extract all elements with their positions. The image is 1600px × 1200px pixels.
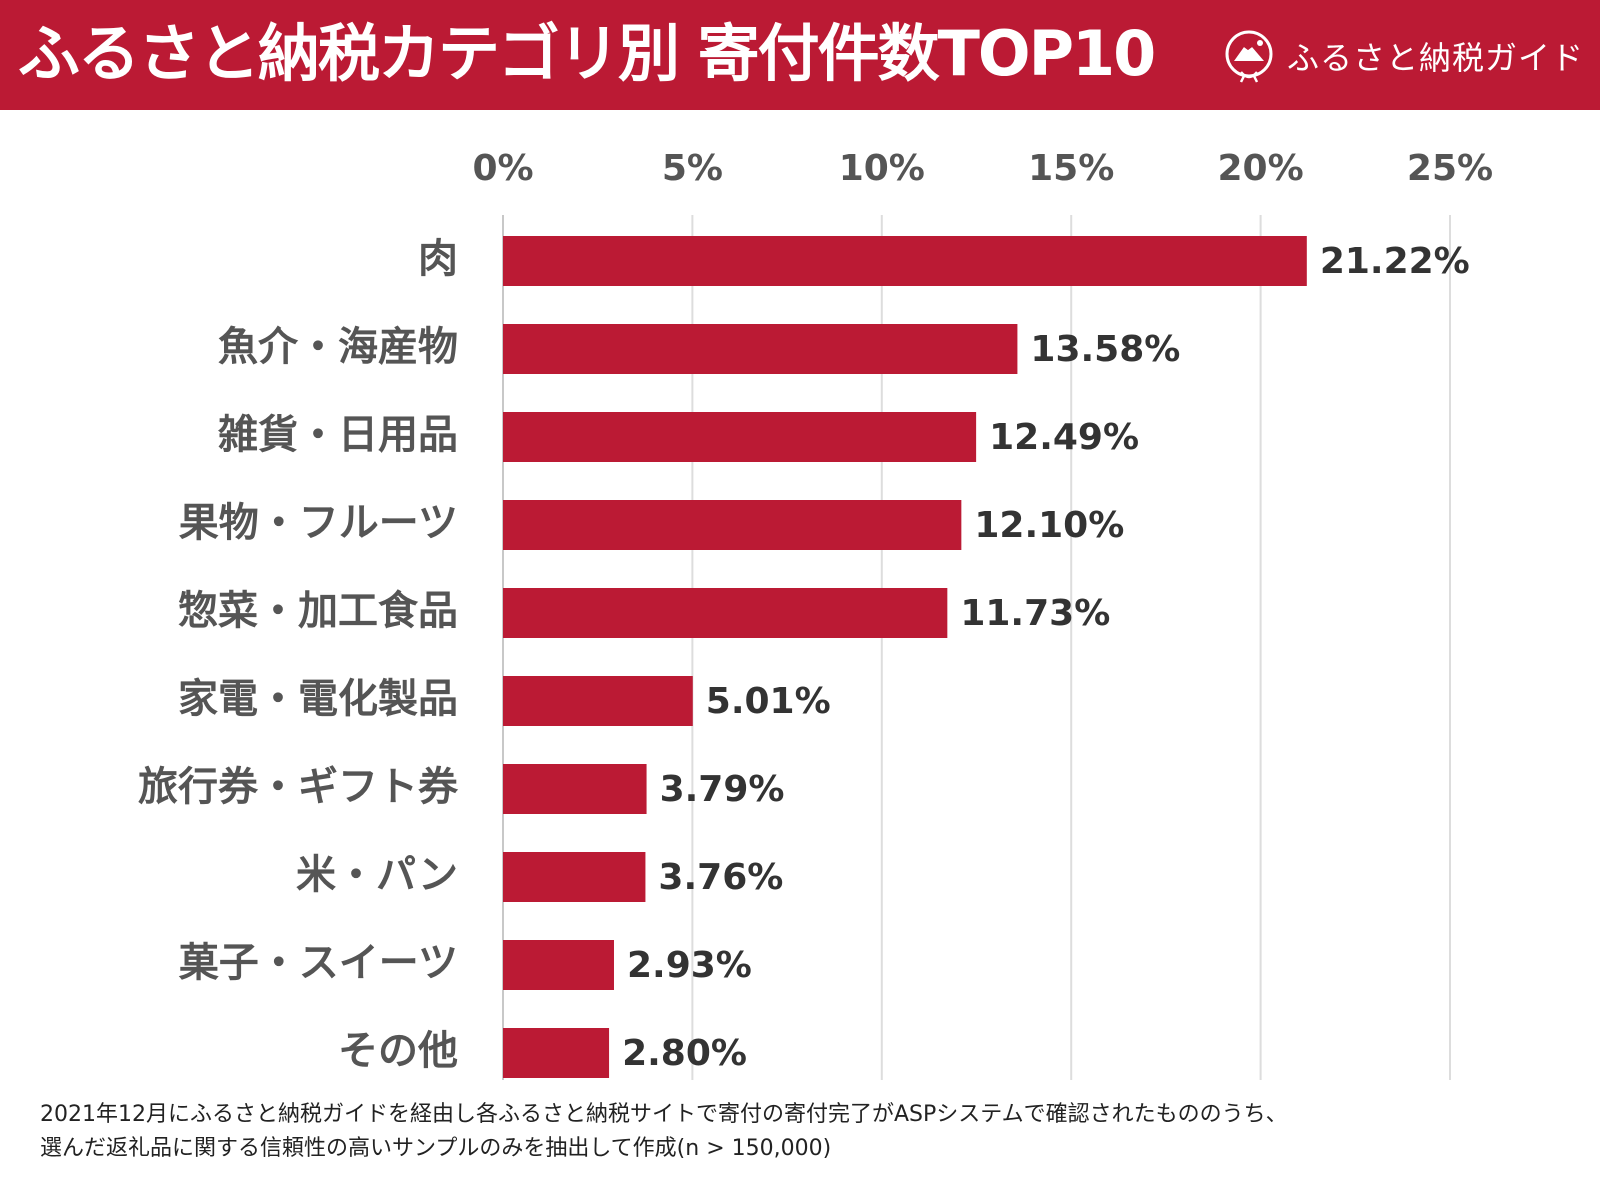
bar — [503, 940, 614, 990]
category-label: 惣菜・加工食品 — [178, 588, 458, 634]
value-label: 13.58% — [1030, 329, 1180, 370]
bar — [503, 676, 693, 726]
mount-fuji-seal-icon — [1225, 30, 1273, 83]
category-label: 魚介・海産物 — [218, 324, 458, 370]
value-label: 12.10% — [974, 505, 1124, 546]
category-label: その他 — [338, 1028, 458, 1074]
category-label: 菓子・スイーツ — [179, 940, 458, 986]
category-label: 果物・フルーツ — [179, 500, 458, 546]
bar — [503, 236, 1307, 286]
category-label: 旅行券・ギフト券 — [138, 764, 459, 810]
value-label: 3.76% — [658, 857, 783, 898]
category-label: 家電・電化製品 — [178, 676, 458, 722]
category-label: 肉 — [418, 236, 458, 282]
x-tick-label: 0% — [472, 148, 533, 189]
category-label: 雑貨・日用品 — [217, 412, 458, 458]
value-label: 2.93% — [627, 945, 752, 986]
footnote-line-1: 2021年12月にふるさと納税ガイドを経由し各ふるさと納税サイトで寄付の寄付完了… — [40, 1102, 1288, 1127]
x-tick-label: 25% — [1407, 148, 1493, 189]
x-tick-label: 15% — [1028, 148, 1114, 189]
x-axis-ticks: 0% 5% 10% 15% 20% 25% — [472, 148, 1493, 189]
bar — [503, 852, 646, 902]
category-label: 米・パン — [296, 852, 458, 898]
value-label: 12.49% — [989, 417, 1139, 458]
category-labels: 肉魚介・海産物雑貨・日用品果物・フルーツ惣菜・加工食品家電・電化製品旅行券・ギフ… — [138, 236, 459, 1074]
value-label: 21.22% — [1320, 241, 1470, 282]
value-label: 2.80% — [622, 1033, 747, 1074]
bar — [503, 1028, 610, 1078]
brand-logo: ふるさと納税ガイド — [1221, 26, 1584, 86]
x-tick-label: 5% — [662, 148, 723, 189]
bar-chart: 0% 5% 10% 15% 20% 25% 肉魚介・海産物雑貨・日用品果物・フルーツ惣菜・… — [138, 148, 1493, 1080]
x-tick-label: 10% — [839, 148, 925, 189]
bar — [503, 324, 1018, 374]
bars — [503, 236, 1307, 1078]
value-label: 3.79% — [660, 769, 785, 810]
header-banner: ふるさと納税カテゴリ別 寄付件数TOP10 ふるさと納税ガイド — [0, 0, 1600, 110]
value-label: 5.01% — [706, 681, 831, 722]
value-labels: 21.22% 13.58% 12.49% 12.10% 11.73% 5.01% 3.79%… — [622, 241, 1470, 1074]
value-label: 11.73% — [960, 593, 1110, 634]
brand-name: ふるさと納税ガイド — [1286, 39, 1584, 77]
footnote: 2021年12月にふるさと納税ガイドを経由し各ふるさと納税サイトで寄付の寄付完了… — [40, 1098, 1580, 1166]
page-title: ふるさと納税カテゴリ別 寄付件数TOP10 — [18, 17, 1156, 90]
x-tick-label: 20% — [1218, 148, 1304, 189]
bar — [503, 764, 647, 814]
footnote-line-2: 選んだ返礼品に関する信頼性の高いサンプルのみを抽出して作成(n > 150,00… — [40, 1136, 832, 1161]
bar — [503, 588, 948, 638]
bar — [503, 500, 962, 550]
bar — [503, 412, 977, 462]
